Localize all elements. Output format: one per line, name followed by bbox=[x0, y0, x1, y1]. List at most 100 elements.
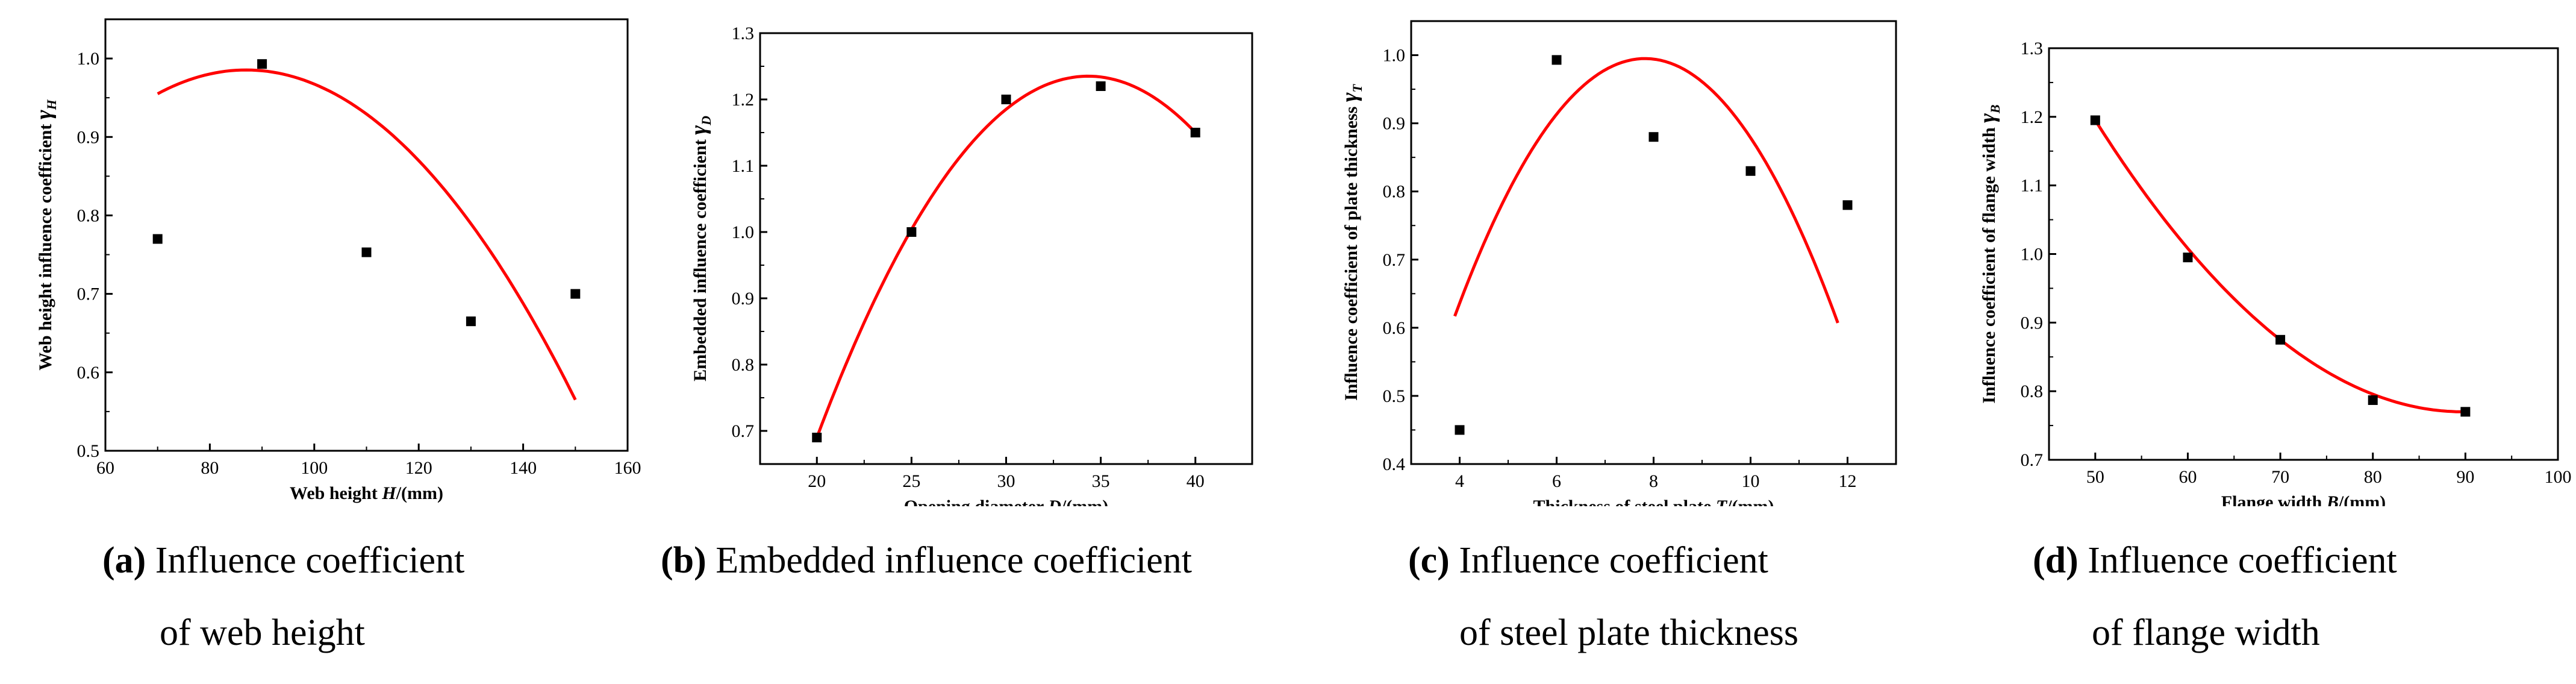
data-point bbox=[570, 289, 581, 299]
y-tick-label: 0.5 bbox=[1383, 386, 1406, 406]
caption-a-line2-wrap: of web height bbox=[160, 612, 365, 654]
y-tick-label: 0.7 bbox=[1383, 250, 1406, 270]
x-tick-label: 60 bbox=[96, 458, 114, 478]
y-tick-label: 0.8 bbox=[2021, 381, 2044, 401]
caption-c: (c) Influence coefficient bbox=[1408, 539, 1768, 582]
x-tick-label: 50 bbox=[2086, 467, 2104, 487]
y-tick-label: 0.6 bbox=[1383, 318, 1406, 338]
x-tick-label: 40 bbox=[1187, 471, 1205, 491]
x-tick-label: 70 bbox=[2271, 467, 2289, 487]
y-tick-label: 1.1 bbox=[2021, 176, 2044, 196]
x-tick-label: 100 bbox=[301, 458, 328, 478]
caption-a-line1: Influence coefficient bbox=[155, 540, 465, 581]
caption-a-line2: of web height bbox=[160, 612, 365, 653]
y-axis-label: Influence coefficient of plate thickness… bbox=[1337, 83, 1365, 401]
caption-d: (d) Influence coefficient bbox=[2033, 539, 2397, 582]
chart-opening-diameter: 20 25 30 35 40 0.7 0.8 0.9 1.0 1.1 1.2 1.3 Opening d… bbox=[686, 24, 1253, 506]
y-axis-label: Embedded influence coefficient γD bbox=[686, 116, 714, 381]
fit-curve bbox=[157, 68, 577, 401]
data-point bbox=[361, 247, 372, 257]
caption-a: (a) Influence coefficient bbox=[102, 539, 464, 582]
y-tick-label: 0.9 bbox=[77, 127, 100, 147]
y-tick-label: 0.8 bbox=[732, 355, 755, 375]
caption-d-tag: (d) bbox=[2033, 540, 2079, 581]
data-point bbox=[906, 227, 917, 237]
y-tick-label: 0.8 bbox=[77, 206, 100, 225]
x-axis-label: Thickness of steel plate T/(mm) bbox=[1533, 497, 1774, 506]
x-tick-label: 140 bbox=[510, 458, 537, 478]
data-point bbox=[1001, 95, 1011, 104]
x-axis-label: Web height H/(mm) bbox=[290, 483, 443, 503]
y-tick-label: 1.2 bbox=[2021, 107, 2044, 127]
caption-d-line2-wrap: of flange width bbox=[2092, 612, 2320, 654]
chart-flange-width: 50 60 70 80 90 100 0.7 0.8 0.9 1.0 1.1 1.2 1.3 Flange… bbox=[1975, 39, 2572, 506]
data-point bbox=[2460, 407, 2471, 417]
caption-c-tag: (c) bbox=[1408, 540, 1450, 581]
y-axis-label: Influence coefficient of flange width γB bbox=[1975, 104, 2003, 403]
x-tick-label: 80 bbox=[2364, 467, 2382, 487]
x-tick-label: 120 bbox=[405, 458, 432, 478]
x-tick-label: 30 bbox=[997, 471, 1015, 491]
caption-b: (b) Embedded influence coefficient bbox=[661, 539, 1192, 582]
y-tick-label: 1.3 bbox=[732, 24, 755, 43]
data-point bbox=[2368, 395, 2378, 405]
y-tick-label: 1.2 bbox=[732, 90, 755, 110]
x-tick-label: 35 bbox=[1092, 471, 1110, 491]
data-point bbox=[1842, 200, 1853, 210]
data-point bbox=[1648, 132, 1659, 142]
y-tick-label: 0.4 bbox=[1383, 454, 1406, 474]
y-tick-label: 0.9 bbox=[2021, 313, 2044, 333]
x-tick-label: 100 bbox=[2545, 467, 2572, 487]
x-tick-label: 80 bbox=[201, 458, 219, 478]
data-point bbox=[2275, 334, 2286, 345]
x-axis-label: Opening diameter D/(mm) bbox=[904, 497, 1108, 506]
x-tick-label: 60 bbox=[2178, 467, 2197, 487]
caption-d-line2: of flange width bbox=[2092, 612, 2320, 653]
x-tick-label: 90 bbox=[2456, 467, 2474, 487]
data-point bbox=[1552, 55, 1562, 65]
fit-curve bbox=[1453, 57, 1839, 324]
y-tick-label: 0.9 bbox=[1383, 114, 1406, 134]
x-tick-label: 12 bbox=[1839, 471, 1857, 491]
data-point bbox=[1455, 425, 1465, 435]
y-tick-label: 0.8 bbox=[1383, 182, 1406, 202]
y-tick-label: 0.7 bbox=[2021, 450, 2044, 470]
x-tick-label: 20 bbox=[808, 471, 826, 491]
plot-frame bbox=[2048, 47, 2559, 461]
y-tick-label: 0.6 bbox=[77, 363, 100, 383]
x-tick-label: 8 bbox=[1649, 471, 1658, 491]
y-tick-label: 0.9 bbox=[732, 289, 755, 309]
y-tick-label: 0.5 bbox=[77, 441, 100, 461]
data-point bbox=[1096, 81, 1106, 91]
caption-c-line2: of steel plate thickness bbox=[1459, 612, 1798, 653]
caption-d-line1: Influence coefficient bbox=[2088, 540, 2397, 581]
data-point bbox=[812, 433, 822, 442]
chart-web-height: 60 80 100 120 140 160 0.5 0.6 0.7 0.8 0.9 1.0 Web he… bbox=[31, 18, 641, 503]
y-tick-label: 1.1 bbox=[732, 156, 755, 176]
data-point bbox=[257, 59, 267, 69]
caption-c-line2-wrap: of steel plate thickness bbox=[1459, 612, 1798, 654]
x-axis-label: Flange width B/(mm) bbox=[2221, 492, 2386, 506]
y-tick-label: 1.0 bbox=[77, 49, 100, 69]
data-point bbox=[2090, 115, 2100, 125]
caption-c-line1: Influence coefficient bbox=[1459, 540, 1768, 581]
y-tick-label: 1.3 bbox=[2021, 39, 2044, 58]
data-point bbox=[152, 234, 163, 244]
data-point bbox=[1745, 166, 1756, 176]
x-tick-label: 10 bbox=[1742, 471, 1760, 491]
chart-plate-thickness: 4 6 8 10 12 0.4 0.5 0.6 0.7 0.8 0.9 1.0 Thickness of… bbox=[1337, 20, 1897, 506]
data-point bbox=[1190, 128, 1200, 137]
data-point bbox=[466, 316, 476, 327]
caption-a-tag: (a) bbox=[102, 540, 146, 581]
fit-curve bbox=[2094, 119, 2466, 413]
plot-frame bbox=[104, 18, 629, 452]
x-tick-label: 160 bbox=[614, 458, 641, 478]
y-tick-label: 0.7 bbox=[77, 284, 100, 304]
y-tick-label: 0.7 bbox=[732, 421, 755, 441]
x-tick-label: 6 bbox=[1552, 471, 1561, 491]
y-tick-label: 1.0 bbox=[732, 222, 755, 242]
y-tick-label: 1.0 bbox=[1383, 46, 1406, 66]
caption-b-tag: (b) bbox=[661, 540, 706, 581]
y-tick-label: 1.0 bbox=[2021, 245, 2044, 265]
y-axis-label: Web height influence coefficient γH bbox=[31, 99, 59, 370]
